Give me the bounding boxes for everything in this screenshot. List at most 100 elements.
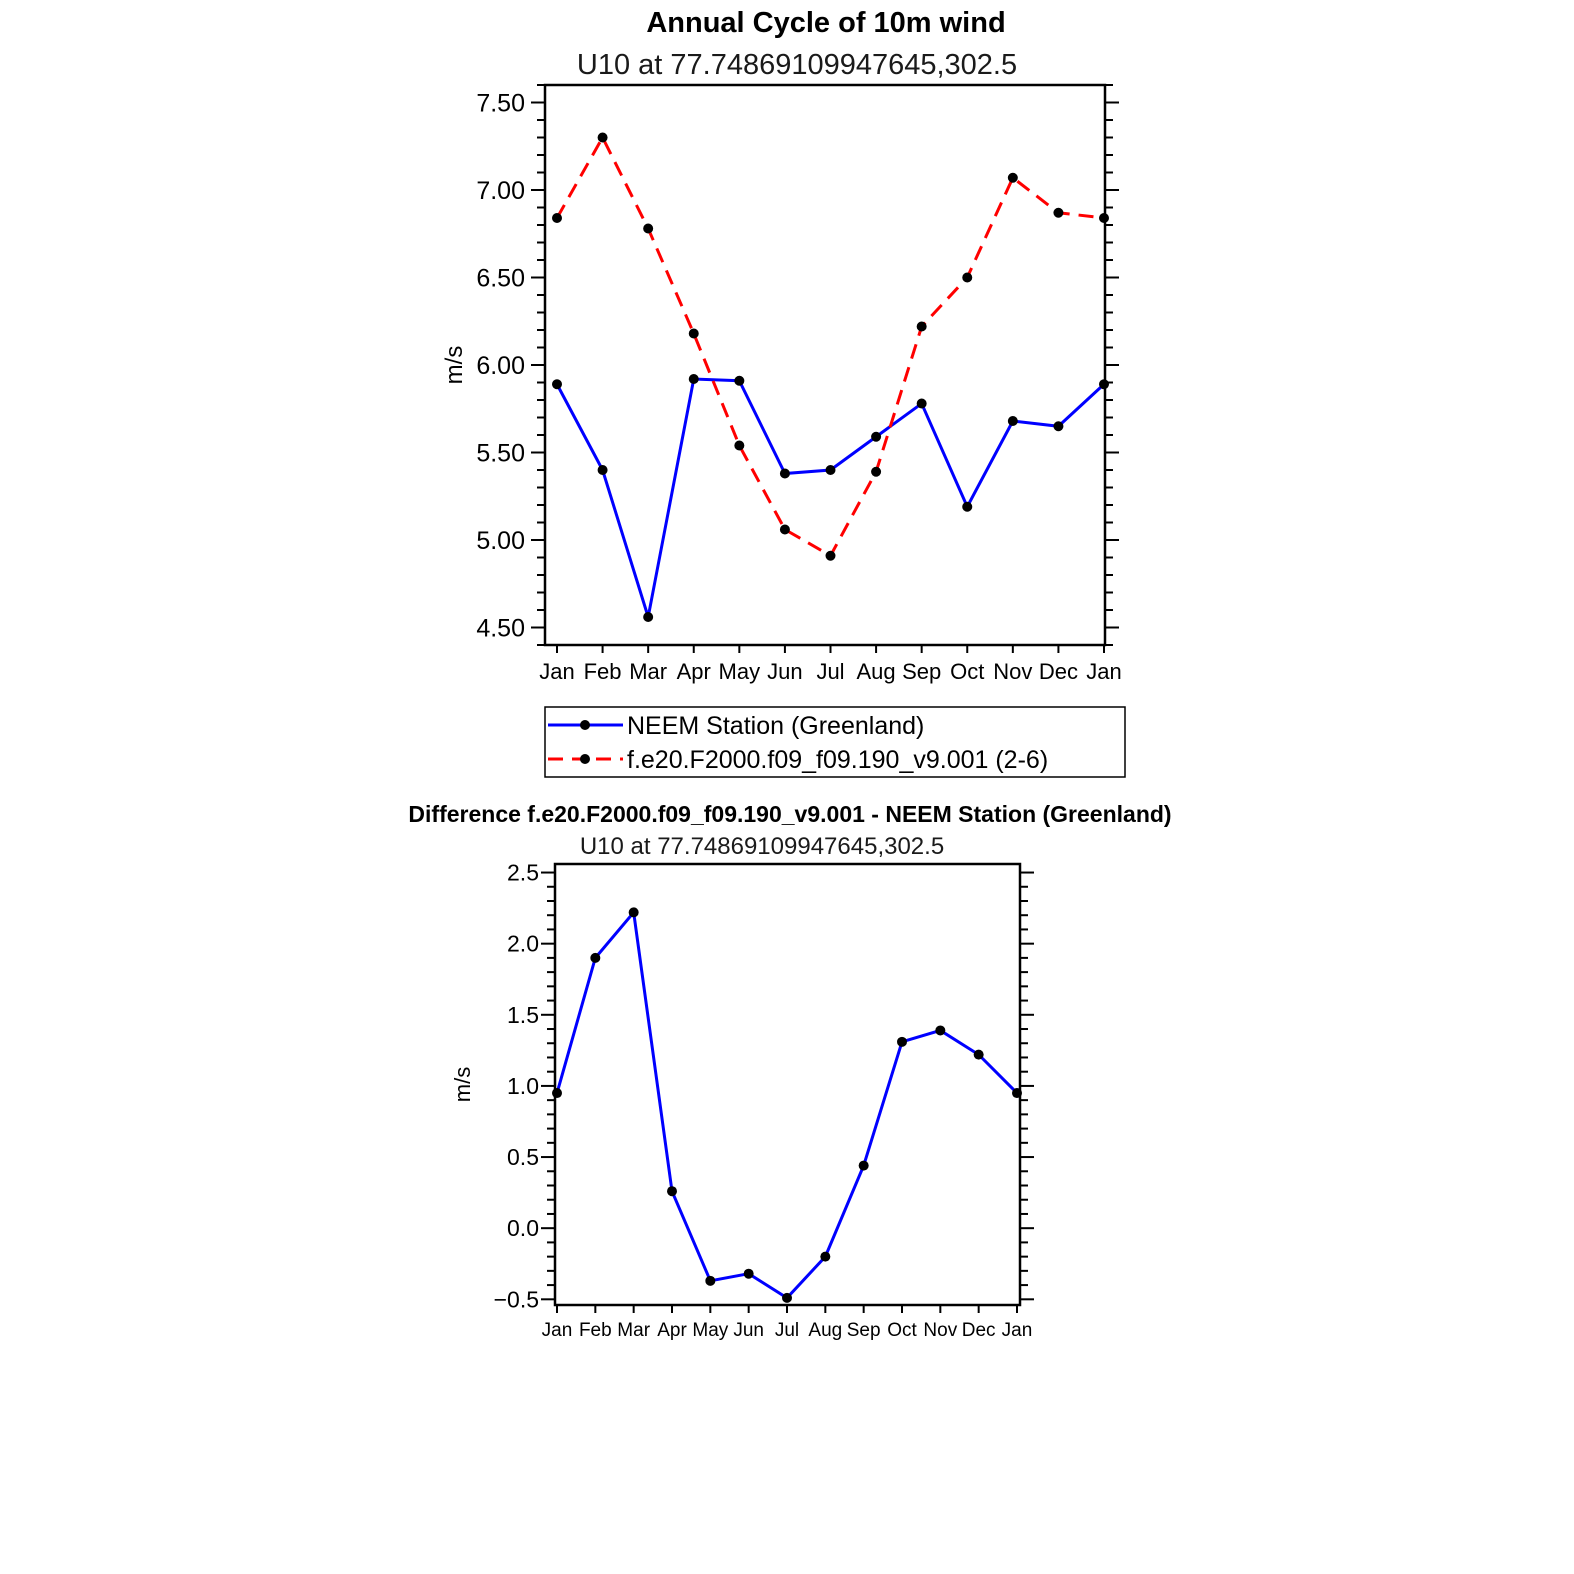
- y-tick-label: 4.50: [476, 614, 525, 642]
- data-point-marker: [597, 465, 608, 475]
- x-tick-label: Jan: [1086, 659, 1121, 684]
- data-point-marker: [628, 907, 639, 918]
- y-tick-label: 1.5: [507, 1002, 539, 1028]
- x-tick-label: Feb: [579, 1320, 612, 1341]
- y-tick-label: 0.0: [507, 1215, 539, 1241]
- legend-label: NEEM Station (Greenland): [627, 712, 924, 740]
- bottom-chart: −0.5 0.0 0.5 1.0 1.5 2.0 2.5 Jan Feb Mar Apr May Jun…: [450, 860, 1034, 1341]
- x-tick-label: May: [692, 1320, 728, 1341]
- data-point-marker: [667, 1186, 677, 1197]
- data-point-marker: [688, 328, 699, 339]
- legend-marker: [580, 754, 590, 764]
- x-tick-label: Nov: [923, 1320, 957, 1341]
- data-point-marker: [597, 132, 608, 143]
- x-tick-label: Dec: [1039, 659, 1078, 684]
- top-chart-subtitle: U10 at 77.74869109947645,302.5: [577, 49, 1017, 81]
- data-point-marker: [858, 1160, 869, 1171]
- x-tick-label: Sep: [902, 659, 941, 684]
- data-point-marker: [779, 468, 790, 479]
- data-point-marker: [825, 550, 836, 561]
- y-tick-label: 7.50: [476, 89, 525, 117]
- y-tick-label: 2.5: [507, 860, 539, 886]
- data-point-marker: [973, 1049, 984, 1060]
- x-tick-label: Aug: [857, 659, 896, 684]
- axis-box: [543, 83, 1107, 647]
- y-tick-label: 7.00: [476, 177, 525, 205]
- top-chart-title: Annual Cycle of 10m wind: [646, 7, 1005, 39]
- data-point-marker: [734, 440, 745, 451]
- data-point-marker: [871, 466, 882, 477]
- data-point-marker: [962, 501, 973, 512]
- x-tick-label: Jan: [1002, 1320, 1033, 1341]
- bottom-chart-subtitle: U10 at 77.74869109947645,302.5: [580, 833, 944, 860]
- x-tick-label: Jun: [733, 1320, 764, 1341]
- x-tick-label: Dec: [962, 1320, 996, 1341]
- x-tick-label: Jul: [816, 659, 844, 684]
- y-axis-label: m/s: [450, 1067, 475, 1102]
- data-point-marker: [552, 379, 562, 390]
- x-tick-label: Oct: [887, 1320, 917, 1341]
- data-point-marker: [705, 1275, 716, 1286]
- data-point-marker: [897, 1036, 907, 1047]
- data-point-marker: [1099, 379, 1109, 390]
- data-point-marker: [1012, 1088, 1022, 1099]
- y-tick-label: 6.00: [476, 352, 525, 380]
- legend-label: f.e20.F2000.f09_f09.190_v9.001 (2-6): [627, 746, 1048, 774]
- x-tick-label: Apr: [657, 1320, 687, 1341]
- data-point-marker: [1053, 421, 1064, 432]
- data-point-marker: [590, 952, 601, 963]
- y-tick-label: 5.50: [476, 439, 525, 467]
- data-point-marker: [962, 272, 973, 283]
- data-point-marker: [552, 213, 562, 223]
- x-tick-label: Mar: [617, 1320, 650, 1341]
- series-line: [555, 377, 1106, 618]
- series-line: [555, 134, 1105, 558]
- x-tick-label: Apr: [677, 659, 711, 684]
- y-tick-label: 2.0: [507, 931, 539, 957]
- series-line: [555, 908, 1019, 1300]
- data-point-marker: [871, 431, 882, 442]
- top-chart: 4.50 5.00 5.50 6.00 6.50 7.00 7.50 Jan Feb Mar Apr…: [441, 83, 1122, 684]
- data-point-marker: [825, 465, 836, 475]
- data-point-marker: [1007, 172, 1018, 183]
- data-point-marker: [1099, 213, 1109, 223]
- y-tick-label: 0.5: [507, 1144, 539, 1170]
- axis-box: [553, 862, 1022, 1307]
- bottom-chart-title: Difference f.e20.F2000.f09_f09.190_v9.00…: [408, 801, 1171, 827]
- data-point-marker: [688, 374, 699, 384]
- y-tick-label: 1.0: [507, 1073, 539, 1099]
- x-tick-label: Nov: [993, 659, 1032, 684]
- data-point-marker: [782, 1292, 792, 1303]
- y-tick-label: 5.00: [476, 527, 525, 555]
- data-point-marker: [916, 321, 927, 332]
- y-axis-label: m/s: [441, 346, 468, 385]
- x-tick-label: Jun: [767, 659, 802, 684]
- legend-marker: [580, 720, 590, 730]
- data-point-marker: [643, 612, 654, 622]
- data-point-marker: [734, 375, 745, 386]
- x-tick-label: Oct: [950, 659, 984, 684]
- x-tick-label: May: [719, 659, 761, 684]
- x-tick-label: Feb: [584, 659, 622, 684]
- data-point-marker: [743, 1268, 754, 1279]
- x-tick-label: Jan: [542, 1320, 573, 1341]
- data-point-marker: [820, 1251, 831, 1262]
- x-tick-label: Mar: [629, 659, 667, 684]
- x-tick-label: Jul: [775, 1320, 799, 1341]
- data-point-marker: [643, 223, 654, 234]
- data-point-marker: [935, 1025, 946, 1036]
- data-point-marker: [1053, 207, 1064, 218]
- data-point-marker: [916, 398, 927, 409]
- data-point-marker: [1007, 416, 1018, 426]
- legend: NEEM Station (Greenland) f.e20.F2000.f09_…: [544, 706, 1126, 778]
- x-tick-label: Jan: [539, 659, 574, 684]
- legend-box: [544, 706, 1126, 778]
- y-tick-label: 6.50: [476, 264, 525, 292]
- y-tick-label: −0.5: [494, 1286, 539, 1312]
- data-point-marker: [779, 524, 790, 535]
- x-tick-label: Aug: [808, 1320, 842, 1341]
- x-tick-label: Sep: [847, 1320, 881, 1341]
- data-point-marker: [552, 1088, 562, 1099]
